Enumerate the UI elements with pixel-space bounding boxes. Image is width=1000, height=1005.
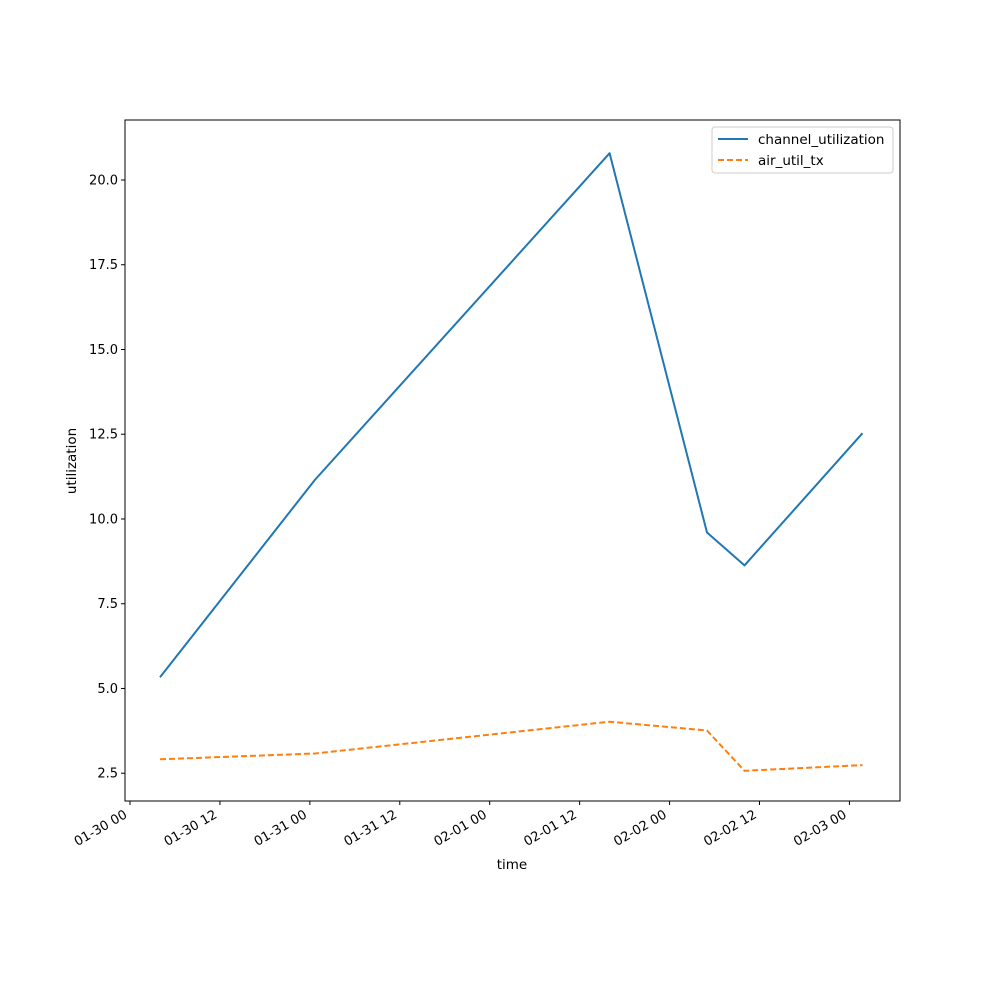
y-tick-label: 15.0 (89, 343, 118, 358)
y-tick-label: 2.5 (97, 767, 118, 782)
y-tick-label: 5.0 (97, 682, 118, 697)
y-axis-label: utilization (64, 428, 80, 494)
y-tick-label: 10.0 (89, 512, 118, 527)
legend-label-channel-utilization: channel_utilization (758, 132, 885, 148)
legend-label-air-util-tx: air_util_tx (758, 153, 824, 169)
y-tick-label: 7.5 (97, 597, 118, 612)
y-tick-label: 17.5 (89, 258, 118, 273)
legend: channel_utilization air_util_tx (712, 127, 893, 173)
y-tick-label: 12.5 (89, 428, 118, 443)
x-axis-label: time (497, 857, 528, 873)
y-tick-label: 20.0 (89, 173, 118, 188)
